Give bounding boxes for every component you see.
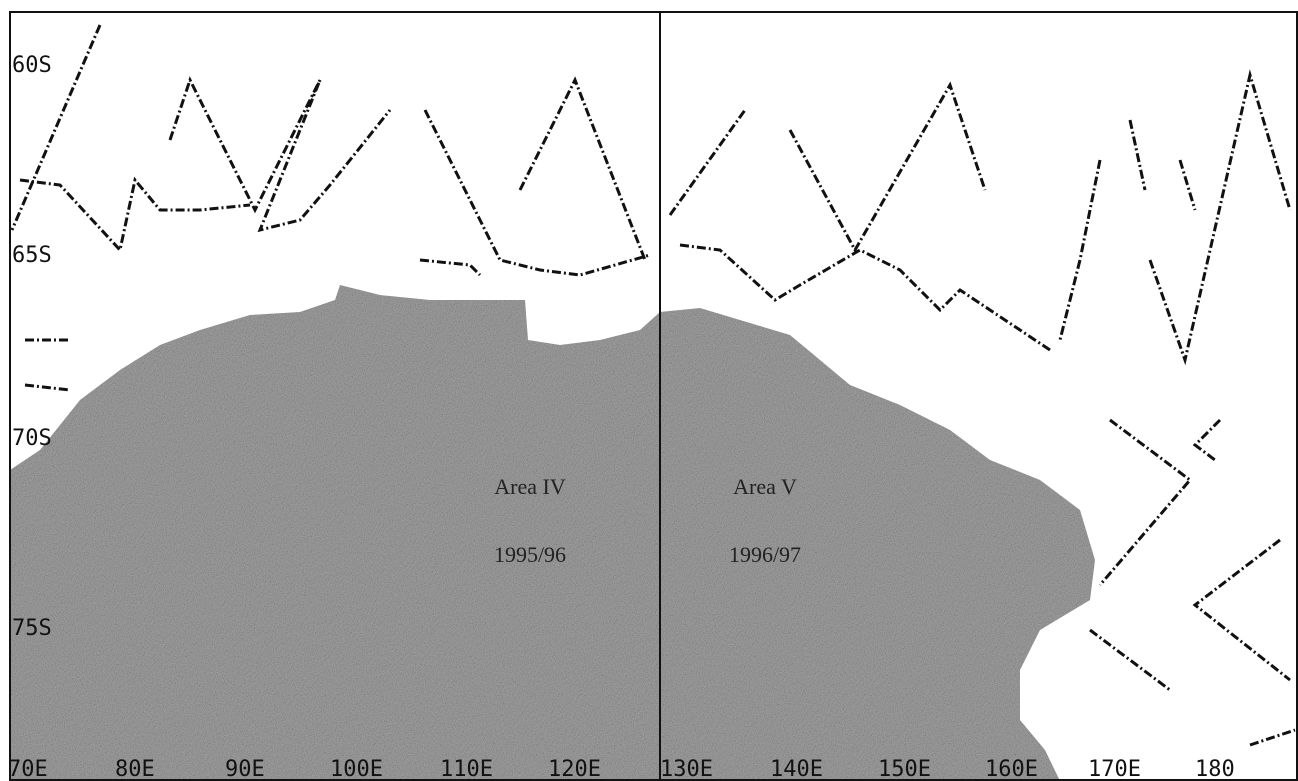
survey-track — [10, 24, 102, 231]
latitude-label: 70S — [12, 426, 52, 451]
ice-shelf — [10, 285, 1095, 781]
longitude-label: 140E — [770, 757, 823, 781]
area-label: Area V — [733, 474, 797, 499]
survey-track — [1178, 159, 1197, 211]
latitude-labels: 60S 65S 70S 75S — [12, 53, 52, 641]
longitude-labels: 70E 80E 90E 100E 110E 120E 130E 140E 150E 160E 170… — [8, 757, 1235, 781]
survey-track — [668, 109, 747, 216]
panel-labels: Area IV 1995/96 Area V 1996/97 — [494, 474, 801, 567]
longitude-label: 120E — [548, 757, 601, 781]
longitude-label: 110E — [440, 757, 493, 781]
area-label: Area IV — [494, 474, 566, 499]
survey-track — [788, 81, 987, 254]
survey-track — [24, 383, 71, 392]
survey-track — [1058, 159, 1102, 341]
longitude-label: 180 — [1195, 757, 1235, 781]
latitude-label: 60S — [12, 53, 52, 78]
survey-track — [1098, 418, 1193, 586]
latitude-label: 65S — [12, 243, 52, 268]
survey-track — [1148, 69, 1292, 366]
survey-track — [1128, 119, 1147, 191]
longitude-label: 170E — [1088, 757, 1141, 781]
survey-track — [423, 109, 651, 277]
survey-track — [1192, 538, 1291, 682]
season-label: 1996/97 — [729, 542, 801, 567]
map-frame — [9, 11, 1298, 781]
survey-track — [679, 243, 1051, 352]
survey-track — [19, 176, 251, 254]
survey-track — [1192, 418, 1222, 462]
survey-track — [168, 76, 392, 233]
longitude-label: 90E — [225, 757, 265, 781]
season-label: 1995/96 — [494, 542, 566, 567]
longitude-label: 70E — [8, 757, 48, 781]
longitude-label: 80E — [115, 757, 155, 781]
longitude-label: 160E — [985, 757, 1038, 781]
longitude-label: 100E — [330, 757, 383, 781]
longitude-label: 150E — [878, 757, 931, 781]
latitude-label: 75S — [12, 616, 52, 641]
survey-track — [419, 258, 482, 277]
longitude-label: 130E — [660, 757, 713, 781]
survey-track — [1249, 728, 1296, 747]
survey-track — [518, 76, 647, 261]
